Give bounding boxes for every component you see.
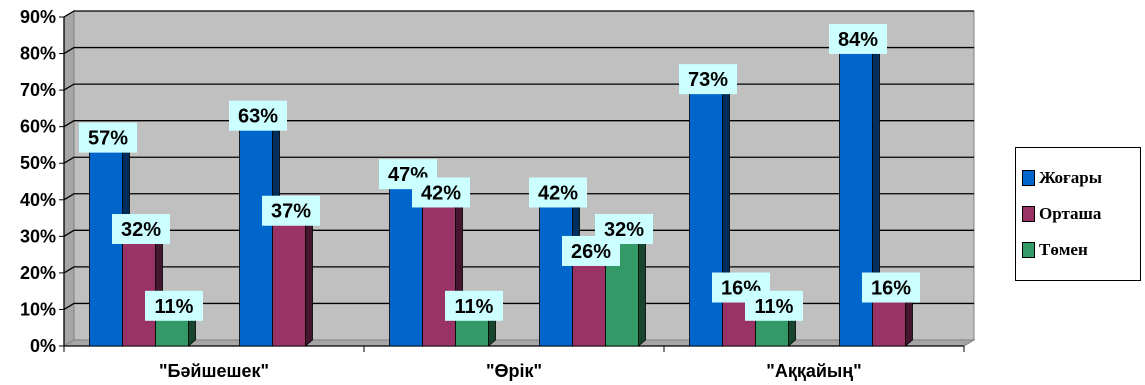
data-label: 26%	[571, 241, 611, 263]
x-tick-label: "Өрік"	[486, 361, 542, 381]
data-label: 42%	[421, 182, 461, 204]
axes	[59, 16, 965, 352]
gridline	[63, 193, 974, 201]
data-label-box	[79, 122, 137, 153]
legend-swatch-medium	[1022, 206, 1035, 222]
data-label-box	[229, 100, 287, 131]
data-label: 37%	[271, 201, 311, 223]
bar	[239, 115, 273, 347]
data-label-box	[679, 64, 737, 95]
bar	[689, 78, 723, 347]
plot-floor	[62, 339, 976, 347]
y-tick-label: 0%	[30, 336, 56, 356]
gridline	[63, 10, 974, 18]
x-tick-label: "Аққайың"	[766, 361, 861, 381]
y-tick-label: 80%	[20, 44, 56, 64]
legend-label-medium: Орташа	[1039, 204, 1102, 223]
gridline	[63, 83, 974, 91]
legend-label-low: Төмен	[1039, 240, 1088, 259]
data-label-box	[745, 290, 803, 321]
data-label-box	[595, 214, 653, 245]
y-tick-label: 60%	[20, 117, 56, 137]
y-tick-label: 50%	[20, 153, 56, 173]
y-tick-label: 70%	[20, 80, 56, 100]
data-label: 42%	[538, 182, 578, 204]
bar	[272, 210, 306, 347]
legend-item-medium: Орташа	[1022, 202, 1101, 226]
data-label-box	[862, 272, 920, 303]
y-tick-label: 90%	[20, 7, 56, 27]
y-tick-label: 20%	[20, 263, 56, 283]
data-label: 57%	[88, 128, 128, 150]
data-label-box	[829, 23, 887, 54]
legend-label-high: Жоғары	[1039, 168, 1102, 187]
y-tick-label: 40%	[20, 190, 56, 210]
y-axis-tick-labels: 0% 10% 20% 30% 40% 50% 60% 70% 80% 90%	[20, 7, 56, 356]
x-tick-label: "Бәйшешек"	[159, 361, 269, 381]
gridline	[63, 120, 974, 128]
data-label: 32%	[604, 219, 644, 241]
data-label-box	[412, 177, 470, 208]
data-label: 73%	[688, 69, 728, 91]
data-label: 11%	[455, 296, 494, 318]
data-label: 63%	[238, 106, 278, 128]
plot-side-wall	[63, 10, 75, 347]
data-label-box	[112, 214, 170, 245]
bar	[422, 192, 456, 347]
data-label: 11%	[155, 296, 194, 318]
legend-swatch-high	[1022, 170, 1035, 186]
y-tick-label: 30%	[20, 226, 56, 246]
gridlines	[63, 10, 974, 311]
gridline	[63, 302, 974, 311]
gridline	[63, 229, 974, 237]
legend-swatch-low	[1022, 242, 1035, 258]
legend-item-high: Жоғары	[1022, 166, 1102, 190]
legend: Жоғары Орташа Төмен	[1015, 147, 1141, 281]
data-labels: 57%63%47%42%73%84%32%37%42%26%16% 16%11% 1…	[79, 23, 920, 321]
data-label-box	[445, 290, 503, 321]
gridline	[63, 156, 974, 164]
bar	[122, 228, 156, 347]
data-label-box	[529, 177, 587, 208]
data-label: 32%	[121, 219, 161, 241]
data-label: 16%	[871, 278, 911, 300]
data-label-box	[145, 290, 203, 321]
gridline	[63, 266, 974, 274]
bar	[539, 192, 573, 347]
data-label-box	[262, 195, 320, 226]
y-tick-label: 10%	[20, 299, 56, 319]
x-axis-tick-labels: "Бәйшешек" "Өрік" "Аққайың"	[159, 361, 862, 381]
data-label: 11%	[755, 296, 794, 318]
data-label: 84%	[838, 29, 878, 51]
plot-back-wall	[73, 10, 975, 341]
bar-side	[305, 203, 313, 347]
legend-item-low: Төмен	[1022, 238, 1088, 262]
gridline	[63, 46, 974, 55]
